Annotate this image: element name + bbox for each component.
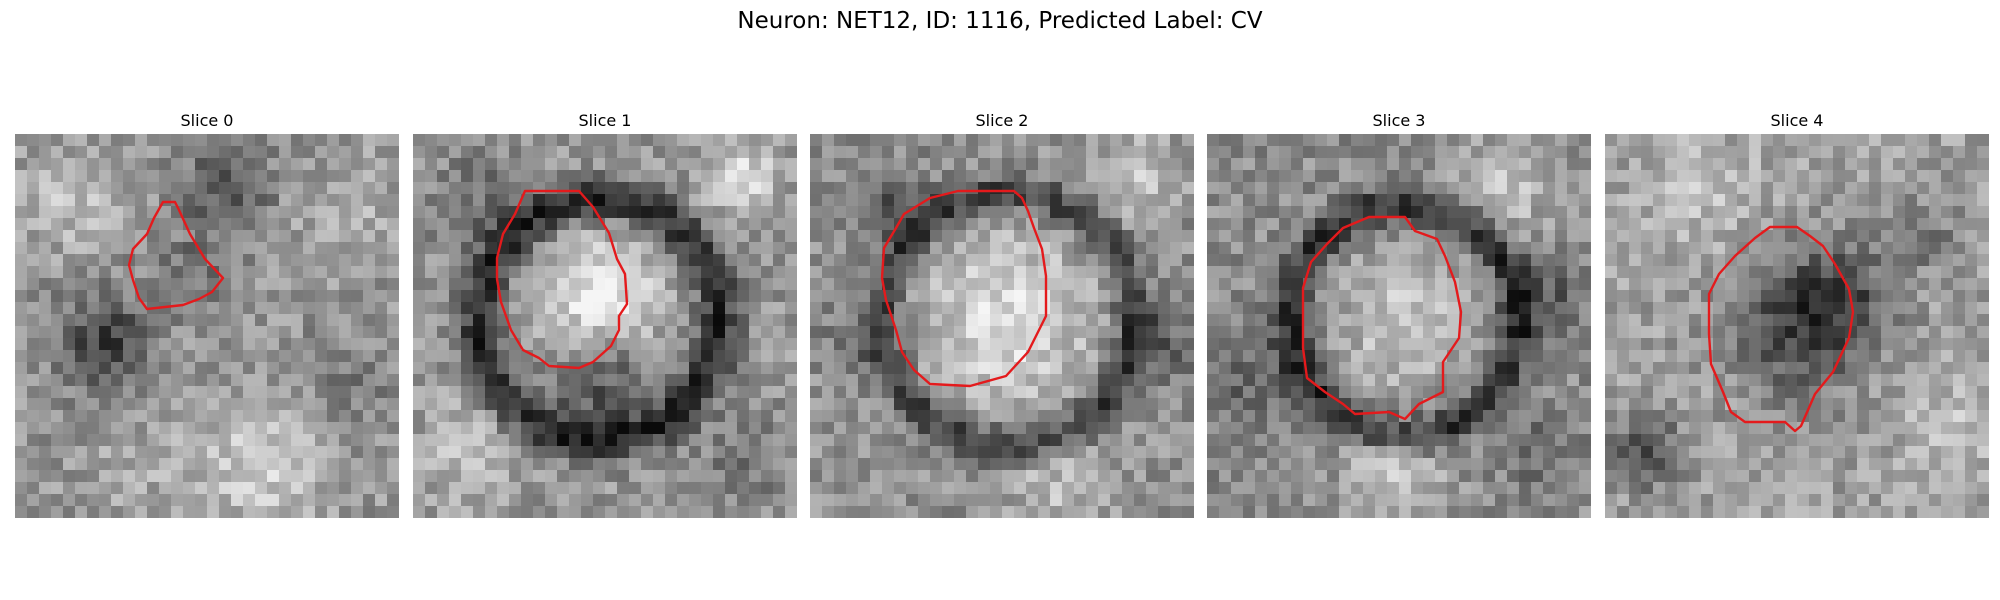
slice-panel-3: Slice 3 (1207, 108, 1591, 518)
segmentation-contour (1301, 215, 1463, 421)
slice-panel-0: Slice 0 (15, 108, 399, 518)
slice-title: Slice 4 (1770, 111, 1824, 130)
figure-title: Neuron: NET12, ID: 1116, Predicted Label… (737, 8, 1263, 34)
segmentation-contour (495, 189, 629, 370)
segmentation-contour (1707, 225, 1855, 433)
slice-title: Slice 0 (180, 111, 234, 130)
slice-image (15, 134, 399, 518)
slice-image (413, 134, 797, 518)
slice-image (1207, 134, 1591, 518)
slice-image (810, 134, 1194, 518)
slice-panel-4: Slice 4 (1605, 108, 1989, 518)
slice-title: Slice 3 (1372, 111, 1426, 130)
slice-title: Slice 2 (975, 111, 1029, 130)
slice-panel-2: Slice 2 (810, 108, 1194, 518)
slice-panel-1: Slice 1 (413, 108, 797, 518)
segmentation-contour (127, 200, 225, 311)
segmentation-contour (880, 189, 1048, 388)
slice-image (1605, 134, 1989, 518)
slice-title: Slice 1 (578, 111, 632, 130)
